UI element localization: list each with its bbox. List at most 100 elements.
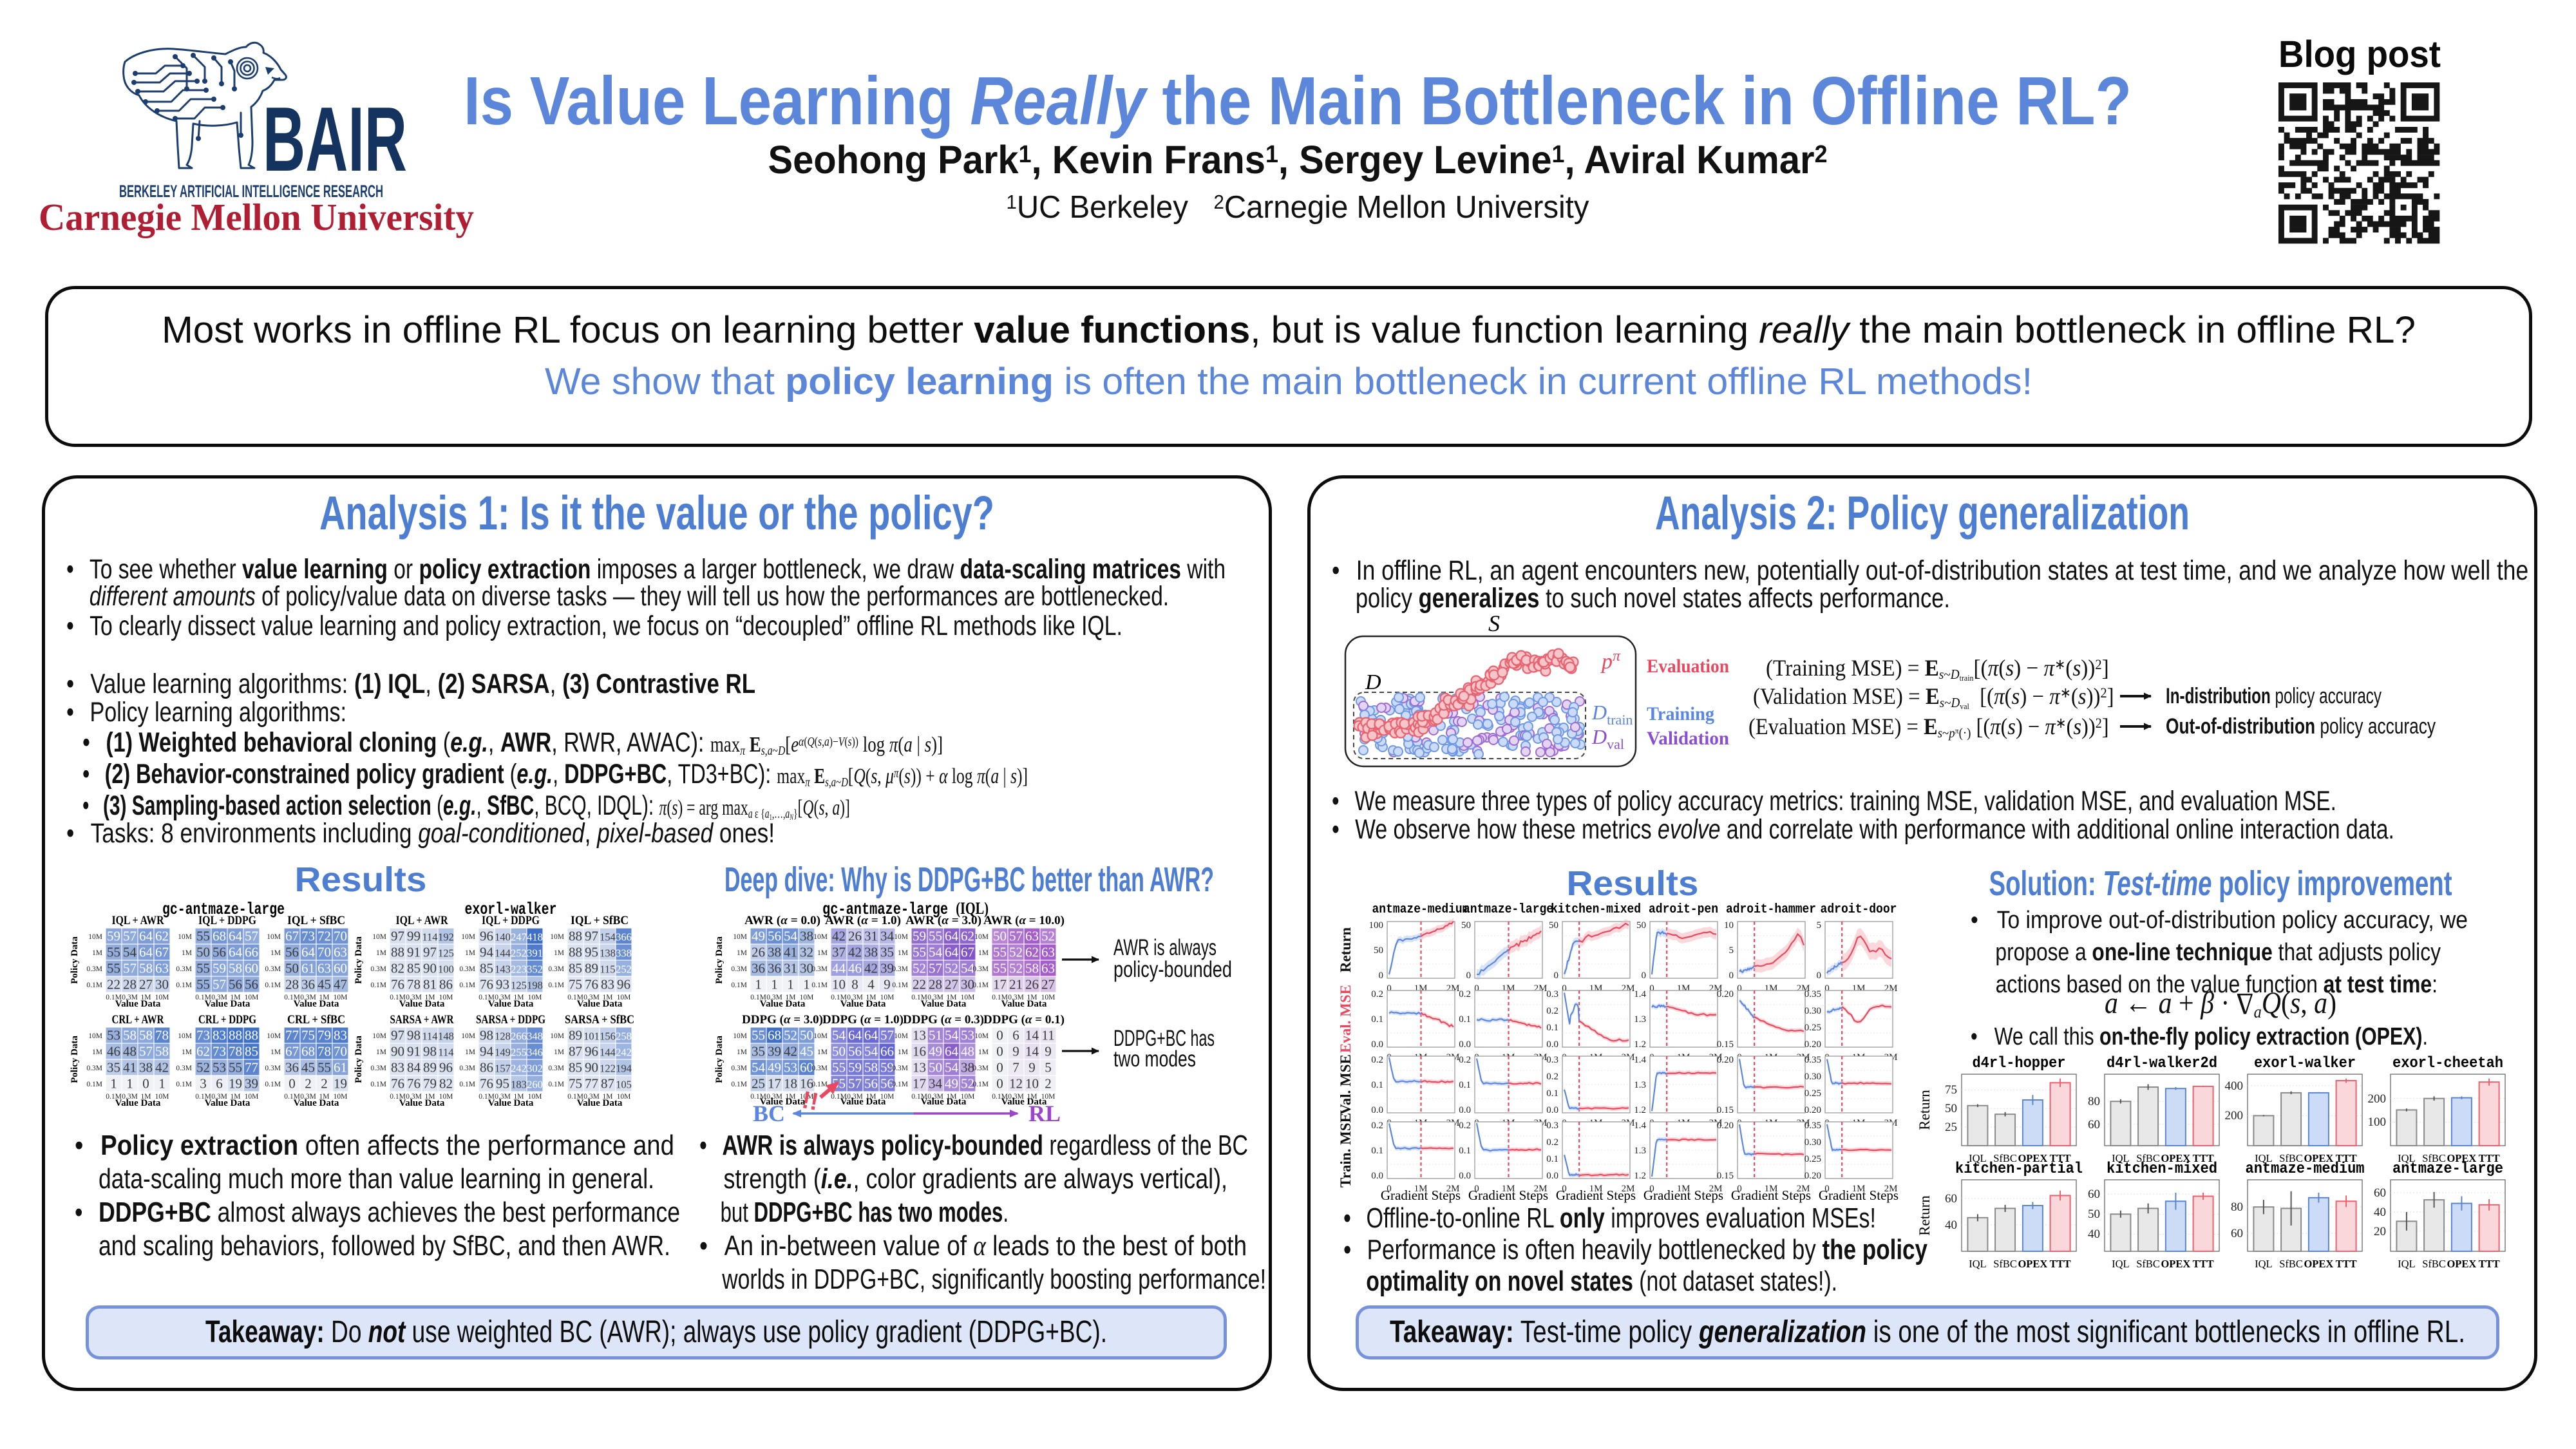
svg-text:0.1M: 0.1M	[567, 1093, 583, 1101]
svg-text:10M: 10M	[550, 933, 564, 941]
svg-text:0.3M: 0.3M	[548, 1065, 564, 1072]
svg-text:AWR (α = 10.0): AWR (α = 10.0)	[983, 914, 1065, 927]
svg-text:70: 70	[334, 929, 347, 944]
svg-text:89: 89	[569, 1028, 582, 1043]
svg-text:0.3M: 0.3M	[731, 965, 747, 973]
svg-text:28: 28	[123, 977, 137, 992]
svg-text:52: 52	[913, 961, 926, 976]
svg-text:82: 82	[439, 1076, 453, 1092]
svg-text:143: 143	[495, 963, 511, 976]
svg-text:0.3M: 0.3M	[847, 994, 863, 1001]
svg-text:0.1M: 0.1M	[548, 1081, 564, 1088]
svg-text:148: 148	[438, 1030, 454, 1043]
svg-text:4: 4	[867, 977, 875, 992]
svg-text:87: 87	[569, 1044, 582, 1059]
svg-text:SfBC: SfBC	[2279, 1258, 2303, 1270]
svg-text:10M: 10M	[334, 1093, 348, 1101]
svg-text:TTT: TTT	[2336, 1258, 2357, 1270]
svg-text:73: 73	[196, 1028, 210, 1043]
svg-text:1M: 1M	[737, 949, 747, 957]
svg-text:62: 62	[961, 929, 974, 944]
svg-text:Value Data: Value Data	[577, 1098, 623, 1108]
svg-text:0.3M: 0.3M	[211, 1093, 227, 1101]
svg-text:35: 35	[880, 945, 894, 960]
svg-text:SfBC: SfBC	[1993, 1258, 2017, 1270]
svg-text:OPEX: OPEX	[2447, 1258, 2476, 1270]
svg-text:72: 72	[317, 929, 331, 944]
svg-text:0.3M: 0.3M	[176, 1065, 192, 1072]
svg-text:0.3M: 0.3M	[122, 994, 138, 1001]
svg-text:96: 96	[480, 929, 493, 944]
svg-text:67: 67	[961, 945, 974, 960]
svg-text:54: 54	[961, 961, 975, 976]
svg-text:1M: 1M	[92, 949, 102, 957]
svg-text:53: 53	[107, 1028, 120, 1043]
svg-text:Policy Data: Policy Data	[714, 936, 724, 984]
svg-text:55: 55	[317, 1060, 331, 1075]
svg-text:75: 75	[1945, 1083, 1957, 1097]
svg-text:1M: 1M	[319, 994, 330, 1001]
svg-text:36: 36	[768, 961, 781, 976]
svg-text:64: 64	[945, 929, 959, 944]
svg-text:100: 100	[438, 963, 454, 976]
svg-text:IQL: IQL	[1969, 1258, 1987, 1270]
svg-text:255: 255	[511, 1046, 527, 1059]
svg-text:70: 70	[334, 1044, 347, 1059]
svg-text:57: 57	[929, 961, 942, 976]
svg-text:1M: 1M	[465, 949, 475, 957]
svg-text:59: 59	[107, 929, 120, 944]
svg-text:1M: 1M	[141, 1093, 151, 1101]
svg-text:Return: Return	[1917, 1195, 1933, 1236]
svg-text:19: 19	[334, 1076, 347, 1092]
svg-text:41: 41	[784, 945, 797, 960]
svg-text:10M: 10M	[800, 994, 814, 1001]
svg-text:63: 63	[317, 961, 331, 976]
svg-text:55: 55	[107, 945, 120, 960]
svg-text:52: 52	[1009, 961, 1023, 976]
svg-text:10M: 10M	[961, 994, 975, 1001]
svg-text:0.1M: 0.1M	[459, 1081, 475, 1088]
svg-text:91: 91	[407, 1044, 421, 1059]
svg-text:1: 1	[755, 977, 762, 992]
svg-text:1M: 1M	[978, 949, 989, 957]
svg-text:57: 57	[213, 977, 226, 992]
svg-text:62: 62	[155, 929, 169, 944]
svg-text:258: 258	[616, 1030, 632, 1043]
svg-text:1M: 1M	[603, 1093, 613, 1101]
svg-text:60: 60	[245, 961, 258, 976]
svg-text:10M: 10M	[439, 1093, 453, 1101]
svg-text:64: 64	[301, 945, 316, 960]
svg-text:0.3M: 0.3M	[176, 965, 192, 973]
svg-text:0.1M: 0.1M	[459, 981, 475, 989]
svg-text:0.3M: 0.3M	[370, 1065, 386, 1072]
svg-text:CRL + SfBC: CRL + SfBC	[287, 1014, 345, 1027]
svg-text:Policy Data: Policy Data	[354, 936, 364, 984]
svg-text:99: 99	[407, 929, 421, 944]
svg-text:89: 89	[585, 961, 598, 976]
svg-text:1: 1	[803, 977, 810, 992]
svg-text:68: 68	[213, 929, 226, 944]
svg-text:0.3M: 0.3M	[495, 1093, 511, 1101]
svg-text:kitchen-partial: kitchen-partial	[1955, 1160, 2083, 1178]
svg-text:97: 97	[391, 929, 404, 944]
svg-text:26: 26	[752, 945, 765, 960]
svg-text:57: 57	[245, 929, 258, 944]
svg-text:89: 89	[423, 1060, 437, 1075]
svg-text:84: 84	[407, 1060, 421, 1075]
svg-text:2: 2	[321, 1076, 328, 1092]
svg-text:22: 22	[913, 977, 926, 992]
svg-text:10M: 10M	[528, 1093, 542, 1101]
svg-text:59: 59	[913, 929, 926, 944]
svg-text:1: 1	[158, 1076, 166, 1092]
svg-text:58: 58	[123, 1028, 137, 1043]
svg-text:55: 55	[913, 945, 926, 960]
svg-text:57: 57	[123, 929, 137, 944]
svg-text:Value Data: Value Data	[488, 1098, 534, 1108]
svg-text:96: 96	[439, 1060, 453, 1075]
svg-text:64: 64	[139, 945, 153, 960]
svg-text:48: 48	[123, 1044, 137, 1059]
svg-text:91: 91	[407, 945, 421, 960]
svg-text:d4rl-walker2d: d4rl-walker2d	[2107, 1055, 2217, 1072]
svg-text:10M: 10M	[178, 1032, 192, 1040]
svg-text:Policy Data: Policy Data	[70, 1036, 80, 1083]
